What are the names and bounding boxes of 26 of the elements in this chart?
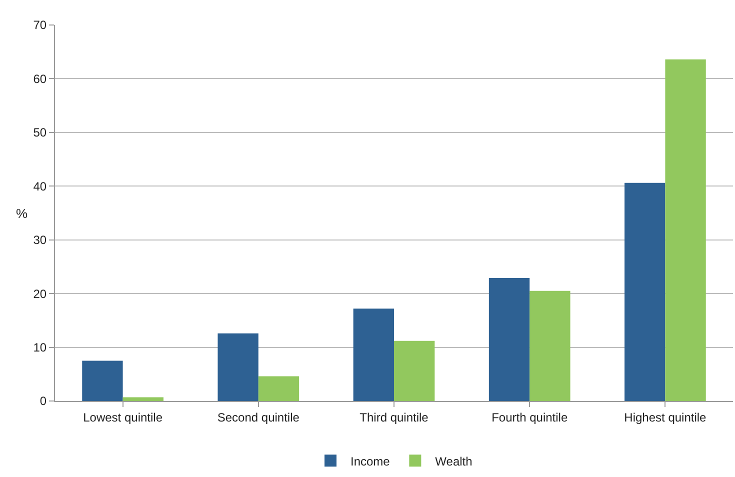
y-tick-label: 60 xyxy=(33,72,47,86)
x-tick-label: Second quintile xyxy=(217,410,300,424)
bar xyxy=(82,360,123,401)
x-tick-label: Third quintile xyxy=(360,410,429,424)
bar xyxy=(530,290,570,401)
y-tick-label: 50 xyxy=(33,126,47,140)
bar xyxy=(394,340,435,401)
legend-label: Wealth xyxy=(435,454,472,468)
legend-label: Income xyxy=(350,454,390,468)
x-tick-label: Highest quintile xyxy=(624,410,707,424)
y-axis-title: % xyxy=(16,206,28,221)
bar xyxy=(122,397,164,401)
y-tick-label: 10 xyxy=(33,340,47,354)
y-tick-label: 20 xyxy=(33,286,47,301)
bar xyxy=(665,59,706,401)
bar xyxy=(488,278,530,401)
bar xyxy=(218,333,258,401)
y-tick-label: 0 xyxy=(40,394,47,408)
bar xyxy=(353,308,394,401)
x-tick-label: Lowest quintile xyxy=(83,410,163,424)
bar xyxy=(258,376,300,401)
bar xyxy=(624,182,666,401)
y-tick-label: 40 xyxy=(33,179,47,194)
x-tick-label: Fourth quintile xyxy=(492,410,568,424)
y-tick-label: 30 xyxy=(33,233,47,248)
y-tick-label: 70 xyxy=(33,18,47,32)
